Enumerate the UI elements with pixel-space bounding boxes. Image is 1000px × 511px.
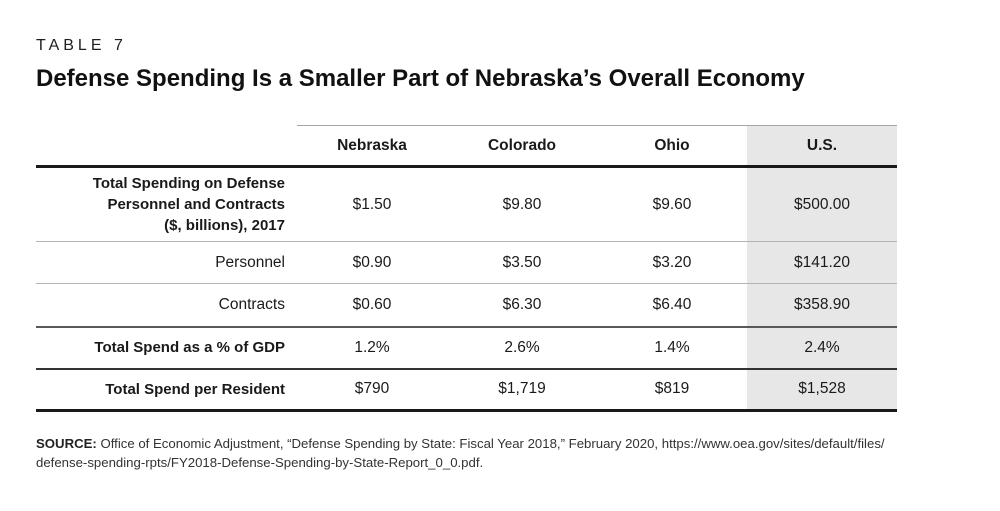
cell-ohio-per-resident: $819 [597,368,747,412]
cell-ohio-personnel: $3.20 [597,241,747,284]
row-label-line: Total Spending on Defense [92,175,285,192]
cell-nebraska-personnel: $0.90 [297,241,447,284]
cell-nebraska-per-resident: $790 [297,368,447,412]
cell-nebraska-contracts: $0.60 [297,283,447,328]
table-row-pct-gdp: Total Spend as a % of GDP 1.2% 2.6% 1.4%… [36,326,897,370]
cell-us-total: $500.00 [747,166,897,242]
cell-ohio-pct-gdp: 1.4% [597,326,747,370]
cell-nebraska-pct-gdp: 1.2% [297,326,447,370]
source-text-line-1: Office of Economic Adjustment, “Defense … [96,436,885,451]
table-row-contracts: Contracts $0.60 $6.30 $6.40 $358.90 [36,283,897,328]
cell-colorado-personnel: $3.50 [447,241,597,284]
defense-spending-table: Nebraska Colorado Ohio U.S. Total Spendi… [36,125,897,412]
row-label-contracts: Contracts [36,283,297,328]
row-label-line: Personnel and Contracts [107,196,285,213]
row-label-per-resident: Total Spend per Resident [36,368,297,412]
source-label: SOURCE: [36,436,97,451]
row-label-line: ($, billions), 2017 [164,217,285,234]
table-row-per-resident: Total Spend per Resident $790 $1,719 $81… [36,368,897,412]
column-header-ohio: Ohio [597,125,747,168]
table-row-total-spending: Total Spending on Defense Personnel and … [36,166,897,242]
column-header-nebraska: Nebraska [297,125,447,168]
column-header-us: U.S. [747,125,897,168]
row-label-pct-gdp: Total Spend as a % of GDP [36,326,297,370]
column-header-colorado: Colorado [447,125,597,168]
header-empty-cell [36,125,297,168]
table-title: Defense Spending Is a Smaller Part of Ne… [36,65,805,92]
cell-us-per-resident: $1,528 [747,368,897,412]
cell-colorado-total: $9.80 [447,166,597,242]
table-header-row: Nebraska Colorado Ohio U.S. [36,125,897,168]
cell-ohio-contracts: $6.40 [597,283,747,328]
cell-colorado-contracts: $6.30 [447,283,597,328]
source-text-line-2: defense-spending-rpts/FY2018-Defense-Spe… [36,455,484,470]
source-note: SOURCE: Office of Economic Adjustment, “… [36,434,988,472]
table-row-personnel: Personnel $0.90 $3.50 $3.20 $141.20 [36,241,897,284]
cell-colorado-per-resident: $1,719 [447,368,597,412]
table-number-label: TABLE 7 [36,37,127,54]
cell-ohio-total: $9.60 [597,166,747,242]
cell-us-pct-gdp: 2.4% [747,326,897,370]
cell-nebraska-total: $1.50 [297,166,447,242]
cell-us-personnel: $141.20 [747,241,897,284]
cell-us-contracts: $358.90 [747,283,897,328]
row-label-total-spending: Total Spending on Defense Personnel and … [36,166,297,242]
cell-colorado-pct-gdp: 2.6% [447,326,597,370]
row-label-personnel: Personnel [36,241,297,284]
